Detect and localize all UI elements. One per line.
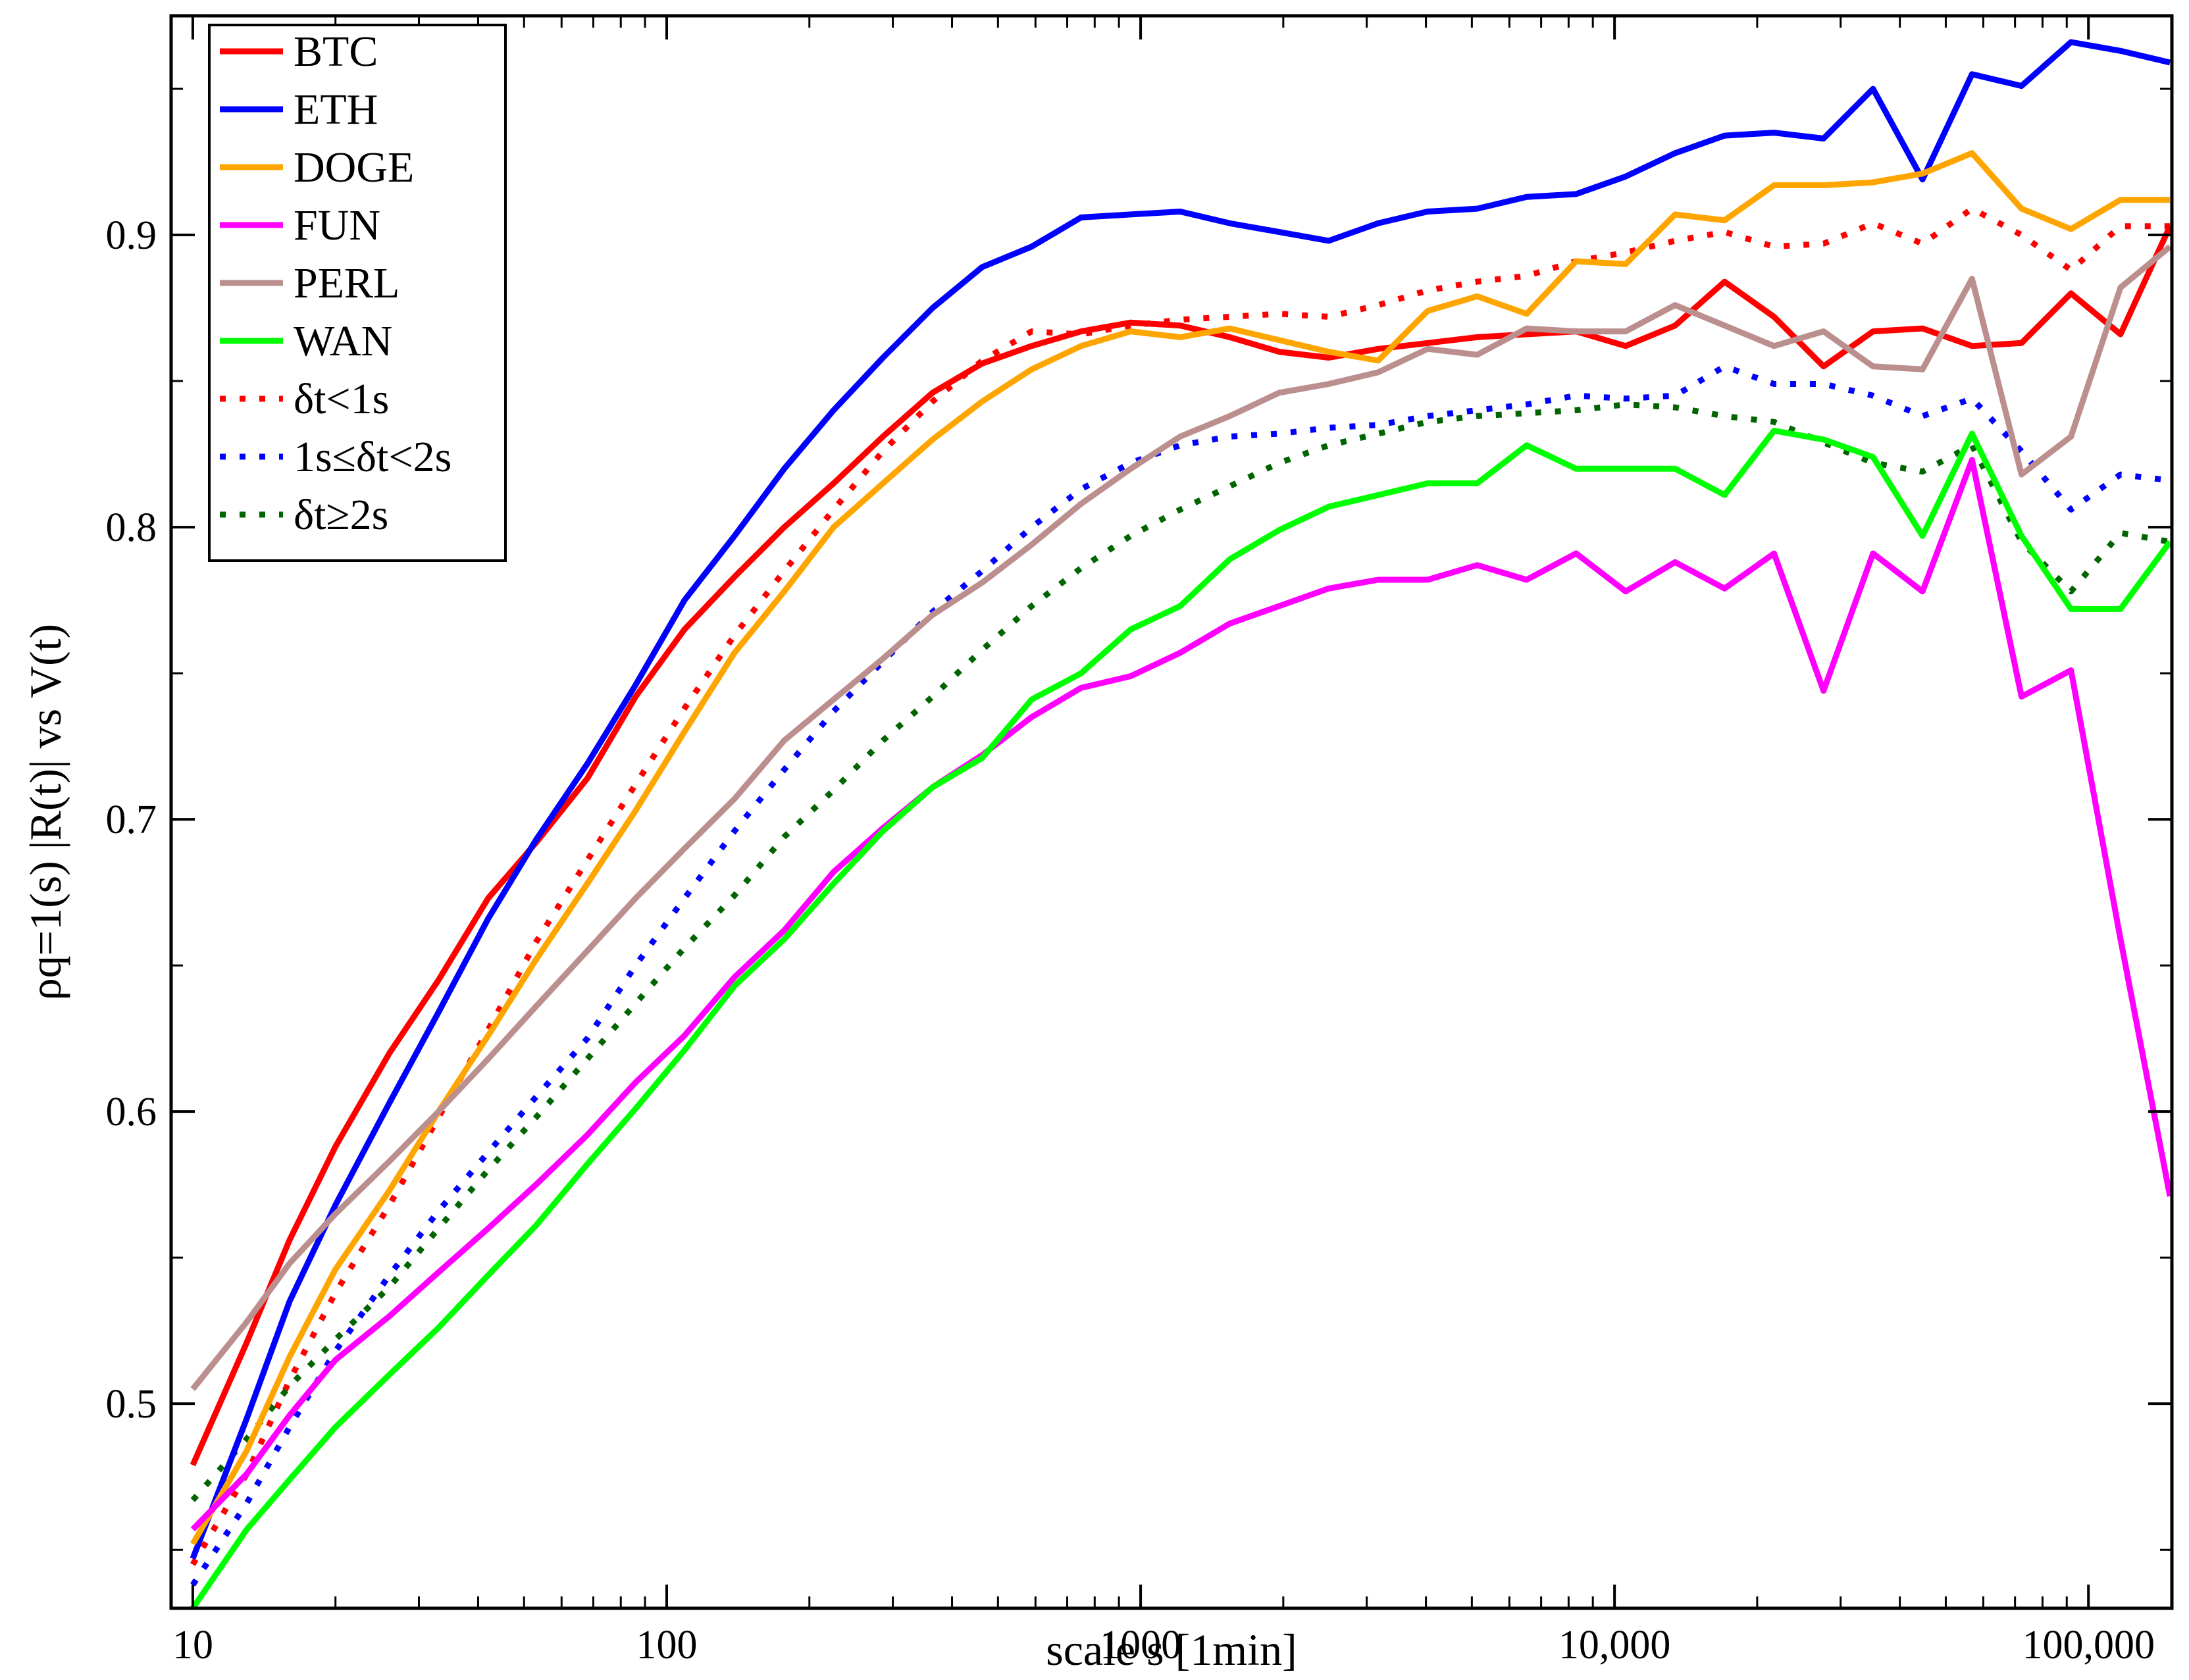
axis-ticks: 10 100 1000 10,000 100,000 0.5 0.6 0.7 0.8 0.9 [106,16,2172,1667]
legend-label: PERL [294,259,399,307]
legend-label: DOGE [294,143,414,191]
x-tick-label: 10,000 [1558,1623,1671,1667]
y-axis-title: ρq=1(s) |R(t)| vs V(t) [20,624,70,1000]
y-tick-label: 0.9 [106,213,157,258]
legend-box [208,24,507,562]
legend: BTC ETH DOGE FUN PERL WAN δt<1s 1s≤δt<2s δt≥2s [208,24,507,562]
y-tick-label: 0.8 [106,505,157,550]
y-tick-label: 0.5 [106,1382,157,1427]
x-tick-label: 100,000 [2022,1623,2155,1667]
series-line-perl [190,244,2172,1391]
y-tick-label: 0.6 [106,1090,157,1134]
series-line--t-2s [190,401,2171,1502]
legend-label: δt<1s [294,375,389,423]
series-layer [190,39,2173,1610]
legend-label: 1s≤δt<2s [294,433,451,481]
series-line-wan [190,428,2173,1610]
x-tick-label: 10 [172,1623,213,1667]
legend-label: δt≥2s [294,491,388,539]
series-line-doge [190,150,2171,1546]
x-axis-title: scale s [1min] [1046,1625,1297,1675]
legend-label: FUN [294,201,380,249]
legend-label: WAN [294,317,392,365]
series-line-fun [190,457,2173,1532]
legend-label: BTC [294,28,378,76]
series-line-eth [190,39,2171,1560]
plot-frame [169,14,2174,1610]
y-tick-label: 0.7 [106,798,157,842]
x-tick-label: 1000 [1100,1623,1181,1667]
series-line-1s-t-2s [190,363,2171,1587]
legend-label: ETH [294,86,378,134]
x-tick-label: 100 [636,1623,698,1667]
